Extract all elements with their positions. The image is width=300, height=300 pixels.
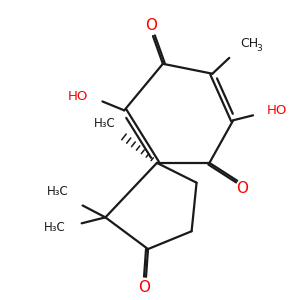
Text: O: O [145, 18, 157, 33]
Text: O: O [138, 280, 150, 295]
Text: 3: 3 [256, 44, 262, 53]
Text: O: O [236, 181, 248, 196]
Text: H₃C: H₃C [44, 221, 66, 234]
Text: H₃C: H₃C [94, 117, 115, 130]
Text: CH: CH [240, 38, 258, 50]
Text: HO: HO [267, 104, 287, 117]
Text: HO: HO [68, 90, 88, 103]
Text: H₃C: H₃C [47, 185, 69, 198]
